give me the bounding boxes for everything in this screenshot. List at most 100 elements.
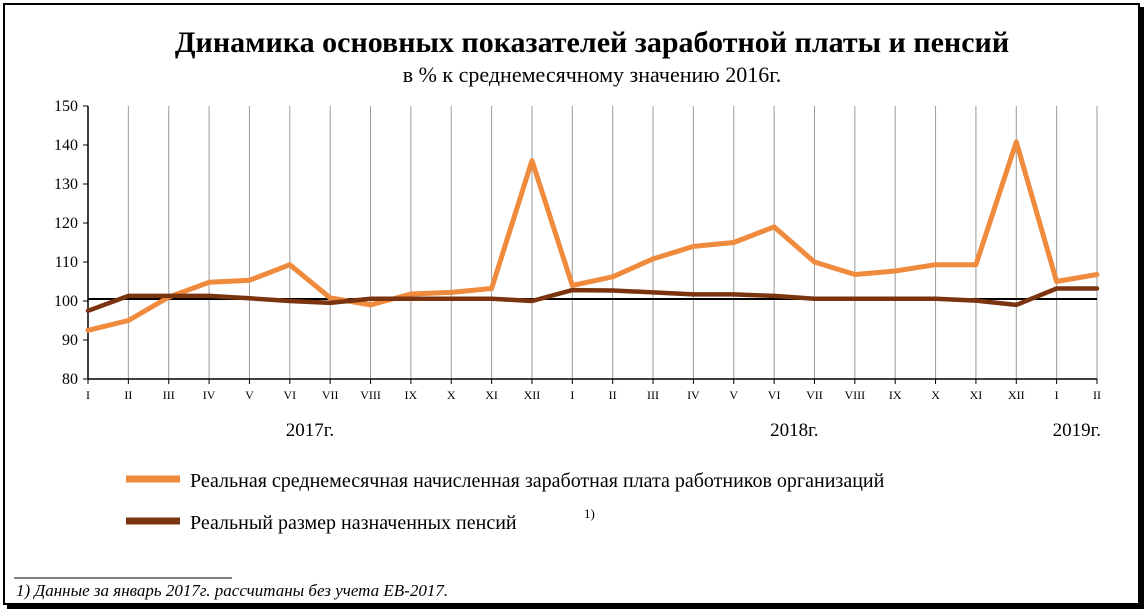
series-line-pension <box>85 286 1100 314</box>
x-tick-label: IV <box>203 388 216 402</box>
data-point-pension <box>1096 287 1098 290</box>
data-point-wage <box>531 160 533 162</box>
data-point-pension <box>692 293 695 295</box>
y-tick-label: 120 <box>54 215 78 232</box>
footnote: 1) Данные за январь 2017г. рассчитаны бе… <box>16 581 448 600</box>
x-tick-label: VII <box>322 388 339 402</box>
data-point-wage <box>87 329 89 331</box>
y-tick-label: 80 <box>62 371 78 388</box>
data-point-wage <box>369 304 372 306</box>
legend-label-wage: Реальная среднемесячная начисленная зара… <box>190 470 885 492</box>
data-point-pension <box>854 298 856 300</box>
x-tick-label: VIII <box>360 388 381 402</box>
data-point-wage <box>289 264 291 266</box>
data-point-pension <box>87 310 89 312</box>
data-point-pension <box>733 293 735 295</box>
data-point-wage <box>733 241 735 244</box>
data-point-wage <box>813 261 816 263</box>
x-tick-label: V <box>245 388 254 402</box>
data-point-wage <box>450 291 452 294</box>
data-point-wage <box>1096 273 1098 276</box>
axes <box>83 105 1098 384</box>
y-tick-label: 140 <box>54 137 78 154</box>
data-point-pension <box>127 295 129 297</box>
x-tick-label: XII <box>524 388 541 402</box>
x-tick-label: II <box>1093 388 1101 402</box>
data-point-pension <box>329 302 331 304</box>
x-tick-label: VIII <box>845 388 866 402</box>
data-point-wage <box>934 264 937 266</box>
data-point-pension <box>531 300 533 302</box>
data-point-pension <box>208 295 210 297</box>
x-tick-label: XII <box>1008 388 1025 402</box>
legend-label-pension: Реальный размер назначенных пенсий <box>190 512 517 534</box>
x-tick-label: V <box>729 388 738 402</box>
data-point-wage <box>1056 280 1058 283</box>
data-point-pension <box>975 300 977 302</box>
chart-subtitle: в % к среднемесячному значению 2016г. <box>403 62 782 87</box>
data-point-pension <box>410 298 412 300</box>
data-point-pension <box>652 291 654 294</box>
chart-frame <box>3 3 1140 605</box>
data-point-pension <box>168 295 170 297</box>
x-tick-label: I <box>86 388 90 402</box>
data-point-pension <box>773 295 775 297</box>
x-tick-label: X <box>447 388 456 402</box>
data-point-wage <box>773 226 775 228</box>
series <box>85 139 1100 333</box>
x-tick-label: III <box>163 388 175 402</box>
x-tick-label: VI <box>768 388 781 402</box>
x-tick-label: I <box>570 388 574 402</box>
year-label: 2018г. <box>770 420 818 441</box>
data-point-pension <box>491 298 493 300</box>
data-point-pension <box>571 289 573 291</box>
data-point-pension <box>369 298 372 300</box>
legend-footnote-marker: 1) <box>584 506 595 521</box>
x-tick-label: IV <box>687 388 700 402</box>
x-tick-label: IX <box>889 388 902 402</box>
x-tick-label: XI <box>970 388 983 402</box>
x-tick-label: III <box>647 388 659 402</box>
y-tick-label: 130 <box>54 176 78 193</box>
data-point-pension <box>813 298 816 300</box>
data-point-wage <box>612 276 614 278</box>
data-point-wage <box>127 319 129 322</box>
data-point-wage <box>248 279 251 281</box>
data-point-wage <box>1015 141 1017 143</box>
data-point-wage <box>652 258 654 260</box>
data-point-wage <box>329 297 331 299</box>
data-point-wage <box>491 287 493 290</box>
data-point-pension <box>1015 304 1017 306</box>
x-tick-label: VII <box>806 388 823 402</box>
data-point-pension <box>894 298 896 300</box>
data-point-wage <box>894 270 896 272</box>
y-tick-label: 150 <box>54 98 78 115</box>
data-point-pension <box>934 298 937 300</box>
data-point-wage <box>208 281 210 283</box>
y-tick-label: 90 <box>62 332 78 349</box>
x-tick-label: X <box>931 388 940 402</box>
data-point-wage <box>410 293 412 295</box>
y-tick-label: 100 <box>54 293 78 310</box>
data-point-wage <box>854 273 856 276</box>
data-point-pension <box>612 289 614 292</box>
data-point-pension <box>248 297 251 299</box>
data-point-pension <box>1056 287 1058 290</box>
x-tick-label: XI <box>485 388 498 402</box>
x-tick-label: II <box>124 388 132 402</box>
chart-title: Динамика основных показателей заработной… <box>175 26 1009 59</box>
year-label: 2017г. <box>286 420 334 441</box>
data-point-pension <box>289 300 291 302</box>
x-tick-label: VI <box>283 388 296 402</box>
data-point-pension <box>450 298 452 300</box>
x-tick-label: IX <box>405 388 418 402</box>
legend: Реальная среднемесячная начисленная зара… <box>126 470 885 534</box>
x-tick-label: I <box>1055 388 1059 402</box>
data-point-wage <box>571 284 573 286</box>
data-point-wage <box>975 264 977 266</box>
year-label: 2019г. <box>1053 420 1101 441</box>
series-line-wage <box>85 139 1100 333</box>
x-tick-label: II <box>609 388 617 402</box>
